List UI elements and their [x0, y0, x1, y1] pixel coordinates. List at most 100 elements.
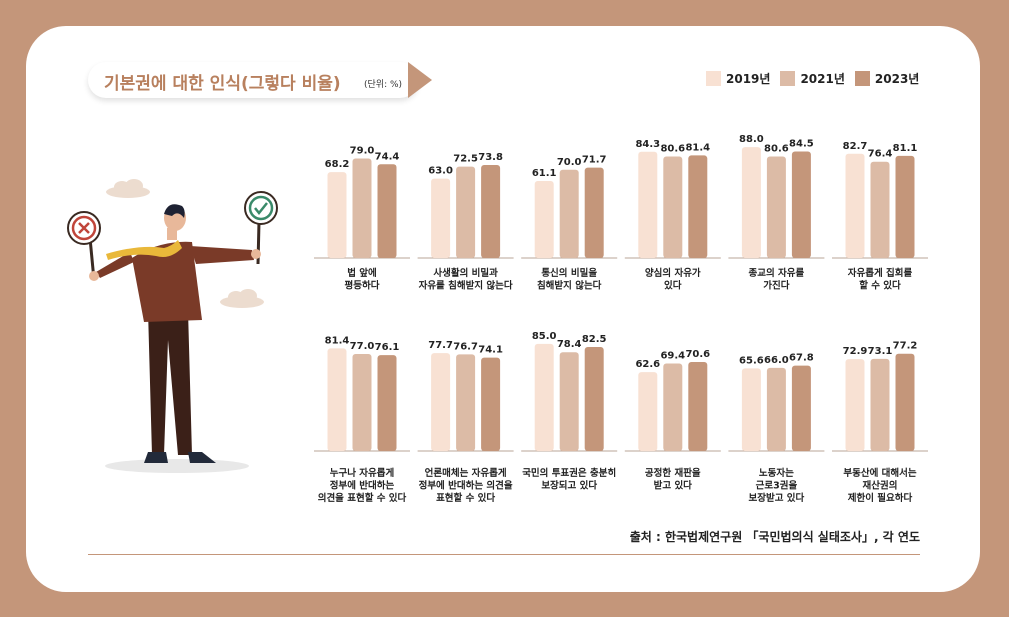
- data-label-4-3: 81.4: [685, 142, 710, 153]
- bar-9-2023년: [584, 347, 604, 451]
- bar-11-2021년: [766, 367, 786, 451]
- source-note: 출처 : 한국법제연구원 「국민법의식 실태조사」, 각 연도: [629, 530, 920, 544]
- bar-5-2023년: [791, 151, 811, 258]
- data-label-10-1: 62.6: [635, 359, 660, 370]
- category-label-9-1: 국민의 투표권은 충분히: [522, 467, 616, 479]
- data-label-12-3: 77.2: [893, 341, 918, 352]
- bar-5-2021년: [766, 156, 786, 258]
- unit-label: (단위: %): [364, 80, 403, 90]
- bar-10-2021년: [663, 363, 683, 451]
- category-label-3-2: 침해받지 않는다: [537, 280, 602, 292]
- bar-7-2019년: [327, 348, 347, 451]
- bar-1-2019년: [327, 172, 347, 258]
- bar-8-2019년: [431, 353, 451, 451]
- data-label-8-2: 76.7: [453, 341, 478, 352]
- data-label-2-3: 73.8: [478, 152, 503, 163]
- category-label-9-2: 보장되고 있다: [541, 480, 597, 492]
- bar-8-2021년: [456, 354, 476, 451]
- bar-3-2019년: [534, 181, 554, 258]
- chart-title: 기본권에 대한 인식(그렇다 비율): [104, 74, 341, 94]
- data-label-1-1: 68.2: [325, 159, 350, 170]
- data-label-1-2: 79.0: [350, 145, 375, 156]
- category-label-7-1: 누구나 자유롭게: [330, 467, 395, 479]
- data-label-2-2: 72.5: [453, 154, 478, 165]
- cloud-icon: [106, 179, 150, 198]
- bar-7-2023년: [377, 355, 397, 451]
- bar-4-2021년: [663, 156, 683, 258]
- category-label-1-1: 법 앞에: [347, 267, 377, 279]
- data-label-9-3: 82.5: [582, 334, 607, 345]
- category-label-12-1: 부동산에 대해서는: [843, 467, 916, 479]
- category-label-11-2: 근로3권을: [756, 480, 798, 492]
- category-label-10-1: 공정한 재판을: [645, 467, 701, 479]
- bar-3-2023년: [584, 167, 604, 258]
- title-pill: [88, 62, 418, 98]
- bar-1-2021년: [352, 158, 372, 258]
- category-label-8-3: 표현할 수 있다: [436, 492, 495, 504]
- category-label-6-1: 자유롭게 집회를: [848, 267, 913, 279]
- title-arrow-icon: [408, 62, 432, 98]
- bar-11-2023년: [791, 365, 811, 451]
- category-label-1-2: 평등하다: [345, 280, 380, 292]
- person-illustration: [67, 179, 278, 473]
- category-label-8-2: 정부에 반대하는 의견을: [419, 480, 513, 492]
- data-label-7-3: 76.1: [375, 342, 400, 353]
- data-label-8-3: 74.1: [478, 345, 503, 356]
- bar-12-2023년: [895, 353, 915, 451]
- data-label-8-1: 77.7: [428, 340, 453, 351]
- data-label-12-1: 72.9: [843, 346, 868, 357]
- data-label-1-3: 74.4: [375, 151, 400, 162]
- data-label-5-3: 84.5: [789, 139, 814, 150]
- legend: 2019년 2021년 2023년: [706, 70, 919, 87]
- bar-9-2019년: [534, 343, 554, 451]
- reject-sign-icon: [67, 211, 101, 245]
- legend-label-2023: 2023년: [874, 72, 920, 86]
- bar-6-2023년: [895, 155, 915, 258]
- bar-8-2023년: [481, 357, 501, 451]
- data-label-5-1: 88.0: [739, 134, 764, 145]
- category-label-6-2: 할 수 있다: [859, 280, 901, 292]
- legend-item-2021: 2021년: [780, 70, 845, 87]
- legend-label-2019: 2019년: [726, 72, 771, 86]
- bottom-divider: [88, 554, 920, 555]
- data-label-5-2: 80.6: [764, 143, 789, 154]
- legend-swatch-2019: [706, 71, 721, 86]
- bar-10-2019년: [638, 372, 658, 451]
- category-label-4-1: 양심의 자유가: [645, 267, 701, 279]
- bar-10-2023년: [688, 362, 708, 451]
- bar-2-2019년: [431, 178, 451, 258]
- category-label-4-2: 있다: [664, 280, 682, 292]
- data-label-11-3: 67.8: [789, 353, 814, 364]
- bar-12-2021년: [870, 358, 890, 451]
- category-label-2-1: 사생활의 비밀과: [433, 267, 498, 279]
- category-label-3-1: 통신의 비밀을: [541, 267, 597, 279]
- category-label-12-2: 재산권의: [863, 480, 898, 492]
- data-label-6-1: 82.7: [843, 141, 868, 152]
- bar-5-2019년: [741, 147, 761, 258]
- data-label-7-2: 77.0: [350, 341, 375, 352]
- legend-swatch-2021: [780, 71, 796, 86]
- legend-item-2019: 2019년: [706, 70, 770, 87]
- category-label-5-2: 가진다: [763, 280, 789, 292]
- data-label-10-3: 70.6: [685, 349, 710, 360]
- bar-11-2019년: [741, 368, 761, 451]
- bar-2-2021년: [456, 166, 476, 258]
- category-label-8-1: 언론매체는 자유롭게: [425, 467, 507, 479]
- category-label-11-3: 보장받고 있다: [749, 492, 805, 504]
- bar-6-2019년: [845, 153, 865, 258]
- bar-2-2023년: [481, 165, 501, 258]
- category-label-12-3: 제한이 필요하다: [848, 492, 913, 504]
- data-label-6-2: 76.4: [868, 149, 893, 160]
- bar-9-2021년: [559, 352, 579, 451]
- legend-item-2023: 2023년: [854, 70, 920, 87]
- bar-4-2019년: [638, 151, 658, 258]
- category-label-10-2: 받고 있다: [654, 480, 693, 492]
- data-label-9-1: 85.0: [532, 331, 557, 342]
- data-label-10-2: 69.4: [660, 351, 685, 362]
- approve-sign-icon: [244, 191, 278, 225]
- data-label-3-1: 61.1: [532, 168, 557, 179]
- category-label-7-2: 정부에 반대하는: [330, 480, 395, 492]
- data-label-4-2: 80.6: [660, 143, 685, 154]
- bar-12-2019년: [845, 359, 865, 451]
- bar-3-2021년: [559, 169, 579, 258]
